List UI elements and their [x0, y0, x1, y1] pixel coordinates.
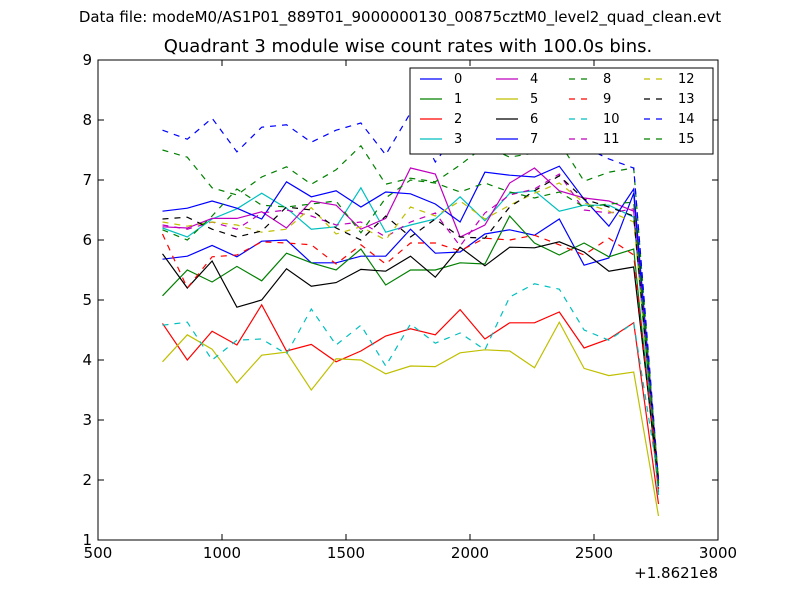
x-tick-label-1500: 1500: [327, 544, 365, 562]
series-line-9: [161, 233, 660, 490]
legend-label-1: 1: [454, 92, 462, 107]
legend-label-8: 8: [603, 72, 611, 87]
legend-label-2: 2: [454, 112, 462, 127]
x-tick-label-1000: 1000: [203, 544, 241, 562]
x-tick-label-2500: 2500: [575, 544, 613, 562]
y-tick-label-2: 2: [82, 471, 92, 489]
series-line-8: [162, 141, 660, 487]
series-line-0: [162, 192, 660, 487]
legend-label-11: 11: [603, 132, 620, 147]
legend-label-7: 7: [530, 132, 538, 147]
y-tick-label-6: 6: [82, 231, 92, 249]
y-tick-label-1: 1: [82, 531, 92, 549]
series-group: [161, 85, 660, 517]
chart-title: Quadrant 3 module wise count rates with …: [163, 36, 653, 57]
x-tick-label-2000: 2000: [451, 544, 489, 562]
legend-label-14: 14: [678, 112, 695, 127]
series-line-3: [162, 186, 660, 496]
series-line-12: [162, 182, 660, 478]
series-line-7: [162, 165, 660, 481]
series-line-13: [162, 175, 660, 481]
series-line-6: [162, 241, 660, 484]
legend-label-9: 9: [603, 92, 611, 107]
series-line-10: [162, 283, 660, 481]
legend-label-0: 0: [454, 72, 462, 87]
y-tick-label-5: 5: [82, 291, 92, 309]
series-line-1: [162, 214, 660, 493]
series-line-15: [162, 179, 660, 484]
legend-box: [409, 67, 714, 155]
legend-label-6: 6: [530, 112, 538, 127]
legend-label-10: 10: [603, 112, 620, 127]
legend-label-3: 3: [454, 132, 462, 147]
series-line-5: [162, 320, 660, 517]
y-tick-label-7: 7: [82, 171, 92, 189]
x-tick-label-3000: 3000: [699, 544, 737, 562]
legend-label-12: 12: [678, 72, 695, 87]
series-line-2: [162, 303, 660, 505]
legend-label-13: 13: [678, 92, 695, 107]
series-line-14: [162, 85, 660, 481]
legend-label-15: 15: [678, 132, 695, 147]
legend-label-5: 5: [530, 92, 538, 107]
x-offset-label: +1.8621e8: [634, 564, 718, 582]
y-tick-label-9: 9: [82, 51, 92, 69]
y-tick-label-3: 3: [82, 411, 92, 429]
series-line-4: [162, 167, 660, 484]
x-tick-label-500: 500: [84, 544, 113, 562]
series-line-11: [162, 173, 660, 481]
legend-label-4: 4: [530, 72, 538, 87]
y-tick-label-8: 8: [82, 111, 92, 129]
y-tick-label-4: 4: [82, 351, 92, 369]
figure-suptitle: Data file: modeM0/AS1P01_889T01_90000001…: [78, 8, 722, 26]
